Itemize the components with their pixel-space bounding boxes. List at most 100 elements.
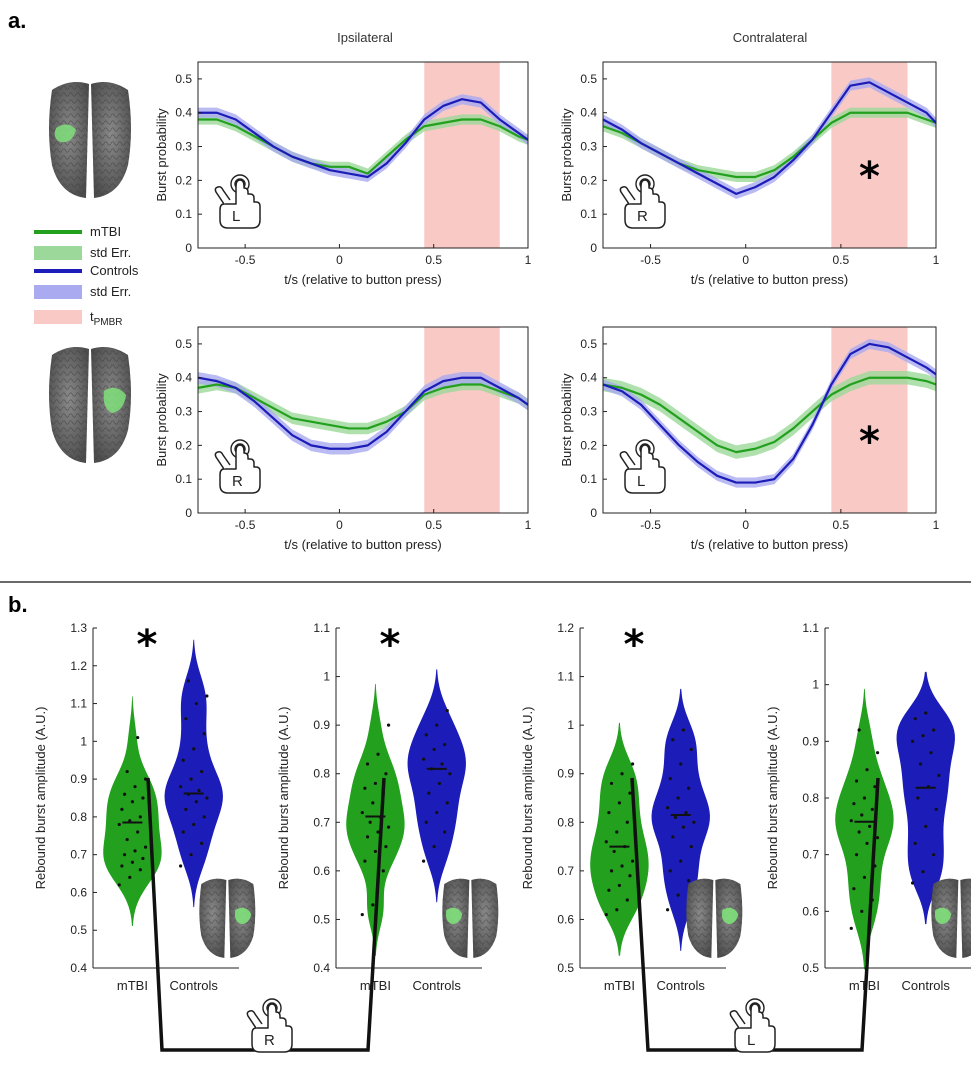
- data-point: [679, 859, 683, 863]
- error-band-controls: [198, 371, 528, 455]
- violin-controls: [164, 639, 223, 908]
- data-point: [620, 772, 624, 776]
- y-tick-label: 0: [590, 506, 597, 520]
- x-tick-label: 1: [933, 253, 940, 267]
- data-point: [125, 769, 129, 774]
- data-point: [133, 785, 137, 789]
- violin-mtbi: [835, 688, 894, 970]
- data-point: [630, 859, 635, 863]
- data-point: [117, 883, 121, 887]
- data-point: [138, 815, 142, 819]
- data-point: [929, 751, 933, 755]
- data-point: [924, 824, 928, 828]
- violin-mtbi: [590, 722, 649, 956]
- y-tick-label: 0.5: [175, 72, 192, 86]
- y-tick-label: 1.2: [557, 621, 574, 635]
- x-tick-label: 1: [525, 253, 532, 267]
- data-point: [448, 772, 452, 776]
- bracket-hand-icon-l-letter: L: [747, 1032, 755, 1049]
- y-axis-label: Rebound burst amplitude (A.U.): [33, 707, 48, 890]
- plot-frame: [197, 61, 529, 249]
- y-tick-label: 0.8: [557, 815, 574, 829]
- error-band-mtbi: [603, 370, 936, 459]
- data-point: [666, 806, 670, 810]
- data-point: [373, 849, 378, 854]
- line-chart-a-top-contralateral: 0 0.1 0.2 0.3 0.4 0.5 -0.5 0 0.5 1 t/s (relative t…: [559, 61, 940, 287]
- data-point: [615, 908, 619, 912]
- data-point: [136, 735, 140, 740]
- pmbr-window: [831, 327, 908, 513]
- data-point: [120, 807, 124, 811]
- data-point: [443, 742, 447, 747]
- x-tick-label: 0: [336, 253, 343, 267]
- y-tick-label: 0.4: [580, 371, 597, 385]
- x-tick-label: 1: [933, 518, 940, 532]
- hand-icon-r-letter: R: [232, 473, 243, 490]
- y-tick-label: 0.4: [313, 961, 330, 975]
- data-point: [671, 738, 675, 742]
- data-point: [617, 883, 622, 888]
- data-point: [128, 819, 132, 823]
- series-line-controls: [197, 376, 529, 450]
- data-point: [184, 807, 188, 811]
- data-point: [189, 853, 193, 857]
- y-tick-label: 0.7: [802, 848, 819, 862]
- brain-image-left-roi: [49, 82, 131, 198]
- data-point: [857, 830, 861, 834]
- data-point: [868, 824, 872, 828]
- data-point: [671, 835, 675, 839]
- y-tick-label: 1.1: [802, 621, 819, 635]
- data-point: [117, 822, 121, 827]
- data-point: [609, 869, 614, 873]
- data-point: [181, 758, 185, 762]
- data-point: [913, 841, 917, 845]
- y-tick-label: 0.6: [313, 864, 330, 878]
- data-point: [689, 747, 693, 752]
- hand-icon-l-letter: L: [232, 208, 240, 225]
- data-point: [689, 844, 693, 849]
- x-category-label: mTBI: [360, 978, 391, 993]
- line-chart-a-bottom-ipsilateral: 0 0.1 0.2 0.3 0.4 0.5 -0.5 0 0.5 1 t/s (relative t…: [154, 326, 532, 552]
- data-point: [617, 801, 622, 805]
- x-tick-label: 0.5: [833, 253, 850, 267]
- y-tick-label: 0.9: [557, 767, 574, 781]
- data-point: [133, 849, 137, 853]
- significance-star: *: [859, 419, 880, 465]
- data-point: [381, 869, 385, 873]
- data-point: [445, 801, 449, 805]
- x-tick-label: -0.5: [235, 518, 256, 532]
- data-point: [194, 800, 198, 804]
- data-point: [373, 781, 378, 786]
- legend-swatch-pmbr: [34, 310, 82, 324]
- data-point: [440, 762, 444, 766]
- data-point: [384, 844, 388, 849]
- data-point: [854, 853, 859, 857]
- data-point: [676, 796, 680, 800]
- series-line-controls: [198, 98, 529, 179]
- data-point: [875, 751, 880, 755]
- data-point: [681, 728, 685, 732]
- data-point: [911, 881, 915, 885]
- violin-controls: [896, 671, 955, 925]
- y-tick-label: 0.8: [802, 791, 819, 805]
- data-point: [625, 820, 629, 824]
- brain-inset: [686, 878, 743, 958]
- x-tick-label: 0: [336, 518, 343, 532]
- legend-label-controls-err: std Err.: [90, 284, 131, 299]
- y-tick-label: 0.6: [70, 885, 87, 899]
- data-point: [932, 853, 936, 857]
- line-chart-a-top-ipsilateral: 0 0.1 0.2 0.3 0.4 0.5 -0.5 0 0.5 1 t/s (relative t…: [154, 61, 532, 287]
- data-point: [202, 815, 206, 819]
- y-tick-label: 0.2: [580, 173, 597, 187]
- data-point: [360, 912, 364, 917]
- data-point: [363, 786, 367, 790]
- data-point: [849, 926, 853, 930]
- y-tick-label: 0.4: [175, 371, 192, 385]
- significance-star: *: [624, 622, 645, 668]
- data-point: [202, 732, 206, 736]
- data-point: [921, 734, 925, 738]
- data-point: [668, 776, 672, 781]
- legend-label-mtbi: mTBI: [90, 224, 121, 239]
- y-tick-label: 0.1: [175, 472, 192, 486]
- data-point: [181, 830, 185, 834]
